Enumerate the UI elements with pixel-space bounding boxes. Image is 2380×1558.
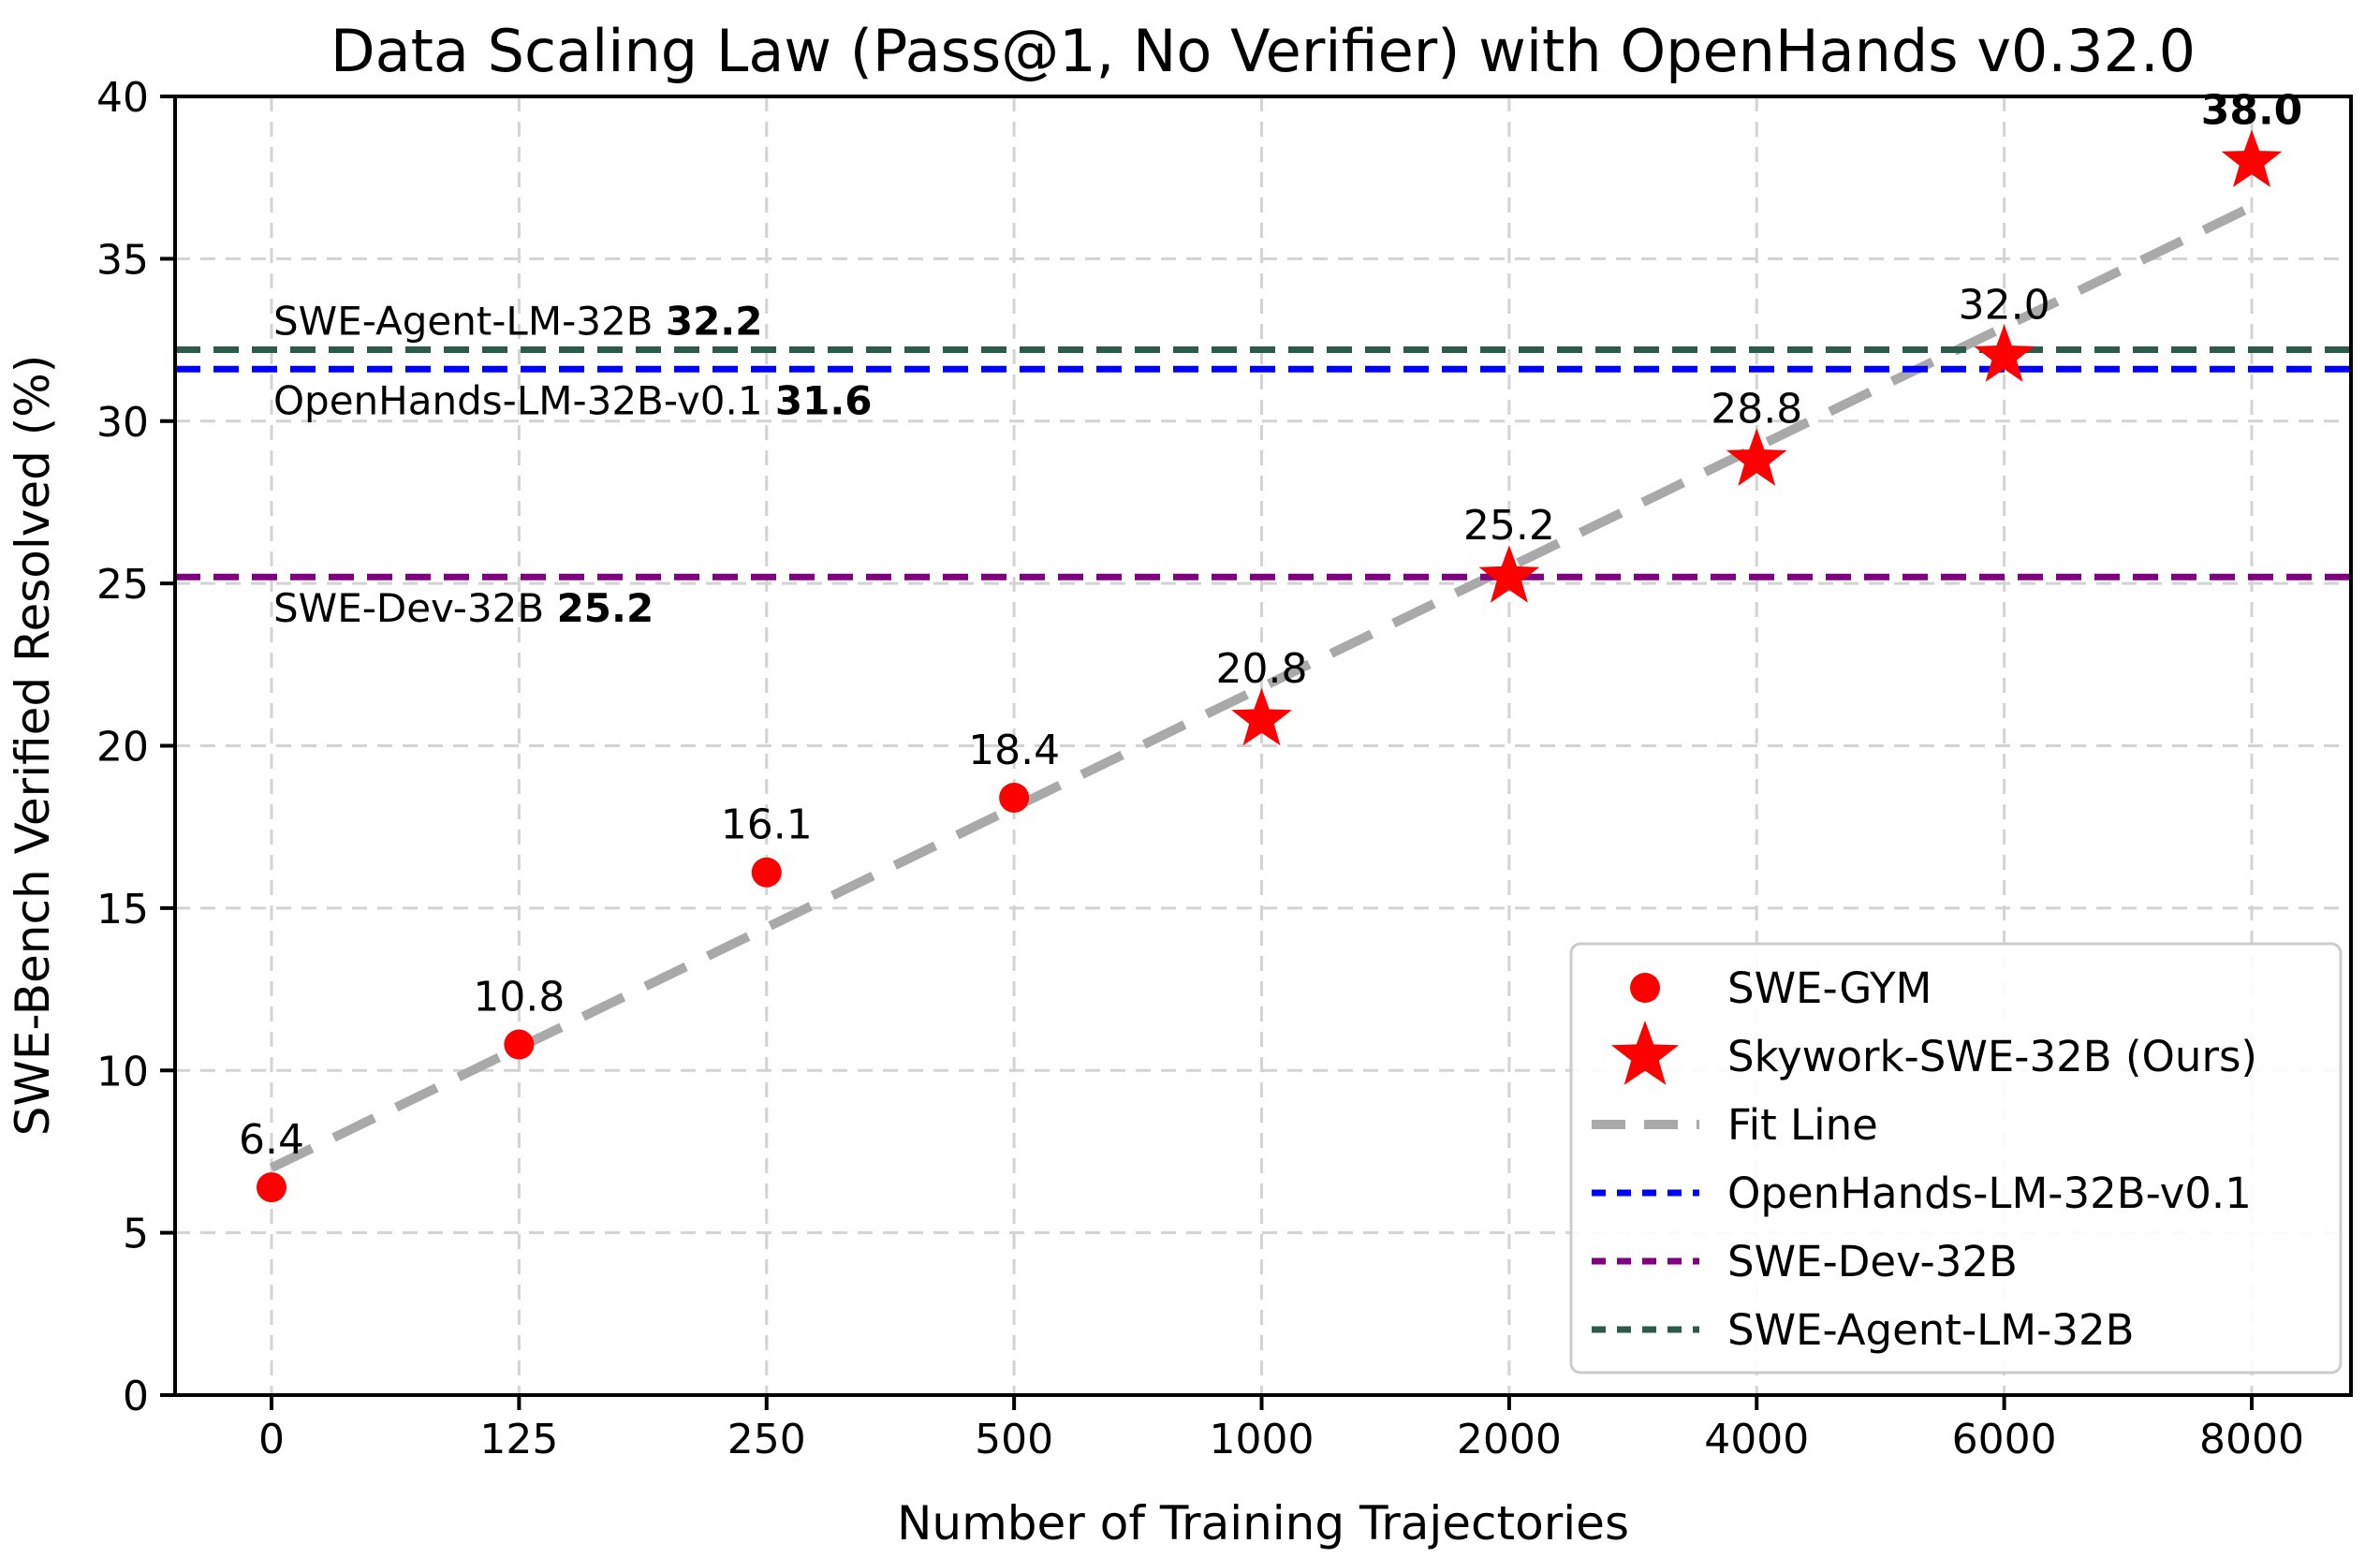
marker-star-4000 (1726, 428, 1787, 486)
legend-swatch-star (1610, 1021, 1680, 1085)
y-tick-label-5: 5 (123, 1211, 149, 1258)
x-tick-label-6000: 6000 (1952, 1416, 2057, 1463)
annotations-layer: SWE-Agent-LM-32B 32.2 OpenHands-LM-32B-v0… (273, 298, 873, 631)
y-tick-label-25: 25 (96, 561, 149, 609)
legend-label-Fit Line: Fit Line (1727, 1100, 1878, 1150)
x-tick-label-0: 0 (258, 1416, 285, 1463)
point-labels-layer: 6.4 10.8 16.1 18.4 20.8 25.2 28.8 32.0 38.0 (239, 86, 2302, 1164)
y-tick-label-40: 40 (96, 74, 149, 122)
legend-label-OpenHands-LM-32B-v0.1: OpenHands-LM-32B-v0.1 (1727, 1168, 2252, 1218)
marker-circle-250 (751, 857, 782, 888)
annotation-SWE-Agent-LM-32B: SWE-Agent-LM-32B 32.2 (273, 298, 762, 344)
grid-layer (175, 95, 2351, 1395)
legend-label-SWE-Dev-32B: SWE-Dev-32B (1727, 1237, 2018, 1286)
point-label-10.8: 10.8 (473, 974, 565, 1022)
x-axis-label: Number of Training Trajectories (897, 1496, 1629, 1551)
y-tick-label-20: 20 (96, 724, 149, 772)
annotation-OpenHands-LM-32B-v0.1: OpenHands-LM-32B-v0.1 31.6 (273, 377, 873, 423)
x-tick-label-1000: 1000 (1210, 1416, 1315, 1463)
chart-title: Data Scaling Law (Pass@1, No Verifier) w… (331, 17, 2196, 85)
annotation-SWE-Dev-32B: SWE-Dev-32B 25.2 (273, 585, 654, 631)
point-label-20.8: 20.8 (1216, 645, 1308, 693)
axes-layer: 0 125 250 500 1000 2000 4000 6000 8000 0 5 10 15 20 25… (96, 74, 2353, 1463)
marker-star-6000 (1974, 324, 2035, 382)
point-label-38.0: 38.0 (2201, 86, 2303, 134)
data-markers-layer (257, 129, 2283, 1203)
marker-star-1000 (1231, 687, 1292, 746)
marker-circle-0 (257, 1172, 286, 1203)
x-tick-label-4000: 4000 (1704, 1416, 1809, 1463)
marker-star-8000 (2221, 129, 2283, 187)
y-tick-label-10: 10 (96, 1048, 149, 1095)
x-tick-label-125: 125 (479, 1416, 558, 1463)
legend-label-SWE-Agent-LM-32B: SWE-Agent-LM-32B (1727, 1305, 2134, 1355)
point-label-25.2: 25.2 (1463, 502, 1555, 550)
marker-star-2000 (1478, 545, 1540, 603)
y-axis-label: SWE-Bench Verified Resolved (%) (6, 355, 60, 1137)
x-tick-label-500: 500 (975, 1416, 1053, 1463)
legend: SWE-GYM Skywork-SWE-32B (Ours) Fit Line Ope… (1569, 942, 2343, 1374)
legend-label-SWE-GYM: SWE-GYM (1727, 963, 1932, 1013)
x-tick-label-250: 250 (727, 1416, 806, 1463)
point-label-28.8: 28.8 (1711, 385, 1802, 433)
y-tick-label-15: 15 (96, 886, 149, 933)
point-label-6.4: 6.4 (239, 1116, 304, 1164)
y-tick-label-30: 30 (96, 399, 149, 447)
x-tick-label-8000: 8000 (2199, 1416, 2304, 1463)
marker-circle-125 (504, 1029, 535, 1060)
marker-circle-500 (999, 782, 1030, 813)
point-label-16.1: 16.1 (721, 801, 813, 849)
legend-label-Skywork-SWE-32B (Ours): Skywork-SWE-32B (Ours) (1727, 1032, 2257, 1081)
point-label-18.4: 18.4 (968, 727, 1060, 774)
legend-swatch-circle (1630, 973, 1660, 1003)
legend-box (1569, 942, 2343, 1374)
point-label-32.0: 32.0 (1959, 281, 2050, 329)
x-tick-label-2000: 2000 (1457, 1416, 1562, 1463)
y-tick-label-0: 0 (123, 1373, 149, 1420)
y-tick-label-35: 35 (96, 236, 149, 284)
